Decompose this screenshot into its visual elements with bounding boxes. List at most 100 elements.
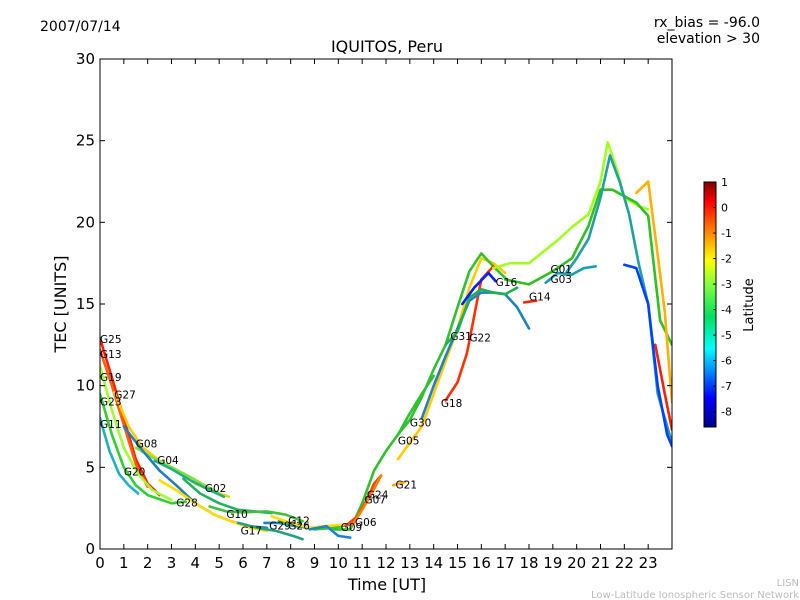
- date-label: 2007/07/14: [40, 19, 121, 35]
- prn-label-g02: G02: [205, 483, 227, 495]
- series-line-g17: [236, 521, 304, 541]
- prn-label-g18: G18: [441, 398, 463, 410]
- x-tick-label: 8: [286, 554, 296, 572]
- prn-label-g25: G25: [100, 334, 122, 346]
- prn-label-g22: G22: [469, 333, 491, 345]
- x-tick-label: 14: [424, 554, 443, 572]
- chart-title: IQUITOS, Peru: [331, 37, 443, 56]
- x-tick-label: 2: [143, 554, 153, 572]
- y-tick-label: 20: [76, 213, 95, 231]
- colorbar-label: Latitude: [742, 278, 757, 332]
- series-line-g11: [100, 417, 140, 495]
- series-line-g14: [522, 299, 538, 304]
- series-line-g03: [544, 265, 597, 285]
- x-tick-label: 4: [191, 554, 201, 572]
- prn-label-g06: G06: [355, 517, 377, 529]
- prn-label-g08: G08: [136, 439, 158, 451]
- series-lines: [100, 141, 672, 541]
- x-tick-label: 1: [119, 554, 129, 572]
- plot-background: [100, 59, 672, 549]
- prn-label-g07: G07: [365, 494, 387, 506]
- prn-label-g19: G19: [100, 372, 122, 384]
- prn-label-g16: G16: [496, 277, 518, 289]
- series-line-g33: [635, 180, 672, 404]
- prn-label-g03: G03: [550, 274, 572, 286]
- prn-label-g21: G21: [396, 480, 418, 492]
- colorbar-tick-label: -1: [721, 227, 732, 240]
- prn-label-g24: G24: [367, 489, 389, 501]
- series-line-g19: [100, 364, 173, 502]
- colorbar-tick-label: -2: [721, 253, 732, 266]
- x-tick-label: 6: [238, 554, 248, 572]
- colorbar: 1 0 -1 -2 -3 -4 -5 -6 -7 -8 Latitude: [703, 176, 757, 428]
- series-line-g28: [158, 479, 269, 533]
- prn-label-g26: G26: [288, 520, 310, 532]
- prn-label-g27: G27: [114, 390, 136, 402]
- rx-bias-label: rx_bias = -96.0: [654, 15, 760, 31]
- series-line-g24: [351, 474, 383, 526]
- x-tick-label: 21: [591, 554, 610, 572]
- x-tick-label: 16: [472, 554, 491, 572]
- prn-label-g17: G17: [241, 525, 263, 537]
- footer-lisn: LISN: [777, 578, 799, 589]
- elevation-label: elevation > 30: [657, 31, 760, 47]
- colorbar-tick-label: -7: [721, 380, 732, 393]
- series-line-g09: [308, 524, 352, 539]
- series-line-g34: [654, 343, 672, 432]
- colorbar-tick-label: 0: [721, 202, 728, 215]
- series-line-g08: [134, 446, 221, 495]
- prn-label-g04: G04: [157, 455, 179, 467]
- series-line-g04: [153, 459, 226, 498]
- x-tick-label: 20: [567, 554, 586, 572]
- x-tick-label: 13: [400, 554, 419, 572]
- prn-label-g09: G09: [341, 522, 363, 534]
- colorbar-ticks: 1 0 -1 -2 -3 -4 -5 -6 -7 -8: [713, 176, 732, 419]
- x-tick-label: 23: [639, 554, 658, 572]
- prn-label-g31: G31: [450, 331, 472, 343]
- series-line-g15: [503, 188, 672, 347]
- x-tick-label: 5: [214, 554, 224, 572]
- colorbar-tick-label: -4: [721, 304, 732, 317]
- prn-label-g10: G10: [226, 509, 248, 521]
- y-tick-label: 5: [85, 458, 95, 476]
- y-tick-label: 10: [76, 377, 95, 395]
- series-line-g13: [100, 348, 149, 489]
- prn-label-g11: G11: [100, 419, 122, 431]
- x-tick-label: 22: [615, 554, 634, 572]
- x-tick-label: 12: [376, 554, 395, 572]
- footer-network: Low-Latitude Ionospheric Sensor Network: [591, 590, 799, 600]
- colorbar-tick-label: -6: [721, 355, 732, 368]
- x-tick-label: 3: [167, 554, 177, 572]
- colorbar-tick-label: -8: [721, 406, 732, 419]
- x-tick-label: 19: [543, 554, 562, 572]
- prn-label-g28: G28: [176, 498, 198, 510]
- prn-label-g14: G14: [529, 292, 551, 304]
- x-tick-label: 10: [329, 554, 348, 572]
- x-tick-label: 7: [262, 554, 272, 572]
- prn-label-g30: G30: [410, 418, 432, 430]
- prn-label-g05: G05: [398, 435, 420, 447]
- y-tick-label: 15: [76, 295, 95, 313]
- x-axis-label: Time [UT]: [347, 575, 426, 594]
- x-tick-label: 11: [353, 554, 372, 572]
- colorbar-tick-label: -3: [721, 278, 732, 291]
- series-line-g23: [100, 392, 188, 505]
- colorbar-tick-label: 1: [721, 176, 728, 189]
- prn-label-g12: G12: [288, 516, 310, 528]
- prn-label-g01: G01: [550, 264, 572, 276]
- series-line-g16: [461, 271, 497, 306]
- y-tick-label: 25: [76, 132, 95, 150]
- x-tick-label: 18: [519, 554, 538, 572]
- series-line-g21: [391, 480, 407, 487]
- series-line-g10: [208, 505, 304, 523]
- series-line-g22: [444, 286, 519, 347]
- prn-label-g13: G13: [100, 349, 122, 361]
- series-line-g30: [396, 252, 507, 436]
- series-line-g35: [623, 263, 672, 448]
- y-tick-label: 0: [85, 540, 95, 558]
- series-line-g12: [270, 515, 345, 530]
- x-tick-label: 0: [95, 554, 105, 572]
- colorbar-tick-label: -5: [721, 329, 732, 342]
